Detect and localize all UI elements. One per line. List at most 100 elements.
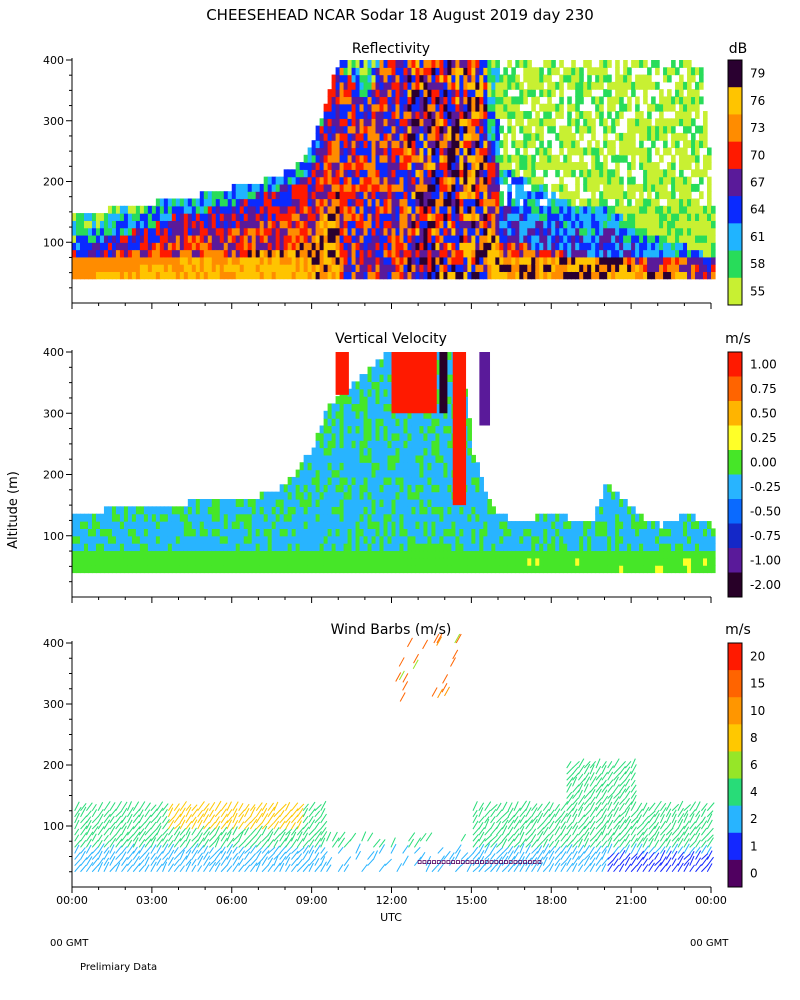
reflectivity-cell <box>547 162 552 170</box>
velocity-cell <box>195 513 201 522</box>
reflectivity-cell <box>511 198 516 207</box>
reflectivity-cell <box>647 242 652 251</box>
reflectivity-cell <box>355 271 361 280</box>
reflectivity-cell <box>539 125 544 134</box>
reflectivity-cell <box>323 169 329 178</box>
reflectivity-cell <box>203 191 209 200</box>
reflectivity-cell <box>295 191 301 200</box>
reflectivity-cell <box>143 242 149 251</box>
y-tick-label: 400 <box>43 54 64 67</box>
reflectivity-cell <box>99 213 105 221</box>
velocity-cell <box>247 557 253 566</box>
velocity-cell <box>415 535 421 544</box>
velocity-cell <box>359 447 365 456</box>
velocity-cell <box>443 543 449 552</box>
velocity-cell <box>267 543 273 552</box>
reflectivity-cell <box>355 118 361 127</box>
reflectivity-cell <box>527 227 532 236</box>
reflectivity-cell <box>243 242 249 251</box>
reflectivity-cell <box>611 227 616 236</box>
reflectivity-cell <box>531 132 536 141</box>
reflectivity-cell <box>75 213 81 221</box>
reflectivity-cell <box>687 205 692 214</box>
reflectivity-cell <box>359 132 365 141</box>
velocity-cell <box>72 557 77 566</box>
colorbar-swatch <box>728 277 742 306</box>
velocity-cell <box>311 550 317 559</box>
reflectivity-cell <box>335 132 341 141</box>
reflectivity-cell <box>311 154 317 163</box>
reflectivity-cell <box>451 118 456 127</box>
reflectivity-cell <box>419 89 425 98</box>
velocity-cell <box>403 521 409 529</box>
reflectivity-cell <box>435 60 441 68</box>
reflectivity-cell <box>291 213 297 221</box>
reflectivity-cell <box>651 256 656 265</box>
reflectivity-cell <box>419 183 425 192</box>
reflectivity-cell <box>559 242 564 251</box>
reflectivity-cell <box>315 205 321 214</box>
velocity-cell <box>443 432 449 441</box>
velocity-cell <box>79 557 85 566</box>
reflectivity-cell <box>539 234 544 243</box>
reflectivity-cell <box>247 242 253 251</box>
reflectivity-cell <box>203 205 209 214</box>
reflectivity-cell <box>275 220 281 229</box>
reflectivity-cell <box>283 249 289 258</box>
reflectivity-cell <box>603 198 608 207</box>
reflectivity-cell <box>483 227 488 236</box>
velocity-cell <box>439 521 445 529</box>
reflectivity-cell <box>431 74 437 83</box>
reflectivity-cell <box>531 118 536 127</box>
reflectivity-cell <box>495 271 500 280</box>
reflectivity-cell <box>407 111 413 119</box>
reflectivity-cell <box>683 220 688 229</box>
reflectivity-cell <box>315 154 321 163</box>
reflectivity-cell <box>423 264 429 273</box>
reflectivity-cell <box>327 198 333 207</box>
reflectivity-cell <box>495 96 500 105</box>
velocity-cell <box>275 550 281 559</box>
reflectivity-cell <box>447 96 453 105</box>
reflectivity-cell <box>619 154 624 163</box>
velocity-cell <box>147 521 153 529</box>
reflectivity-cell <box>499 220 504 229</box>
velocity-cell <box>411 410 417 419</box>
reflectivity-cell <box>455 176 460 185</box>
reflectivity-cell <box>167 213 173 221</box>
velocity-cell <box>311 565 317 574</box>
reflectivity-cell <box>523 242 528 251</box>
velocity-cell <box>355 484 361 493</box>
velocity-cell <box>375 359 381 368</box>
reflectivity-cell <box>75 234 81 243</box>
reflectivity-cell <box>527 132 532 141</box>
velocity-cell <box>391 432 397 441</box>
reflectivity-cell <box>647 213 652 221</box>
reflectivity-cell <box>487 147 492 156</box>
velocity-cell <box>347 535 353 544</box>
reflectivity-cell <box>607 227 612 236</box>
velocity-cell <box>323 543 329 552</box>
reflectivity-cell <box>459 67 464 76</box>
reflectivity-cell <box>463 271 468 280</box>
velocity-cell <box>379 462 385 471</box>
reflectivity-cell <box>663 220 668 229</box>
reflectivity-cell <box>515 198 520 207</box>
velocity-cell <box>87 528 93 537</box>
reflectivity-cell <box>619 249 624 258</box>
reflectivity-cell <box>375 140 381 149</box>
reflectivity-cell <box>383 74 389 83</box>
velocity-cell <box>215 528 221 537</box>
reflectivity-cell <box>427 89 433 98</box>
reflectivity-cell <box>287 264 293 273</box>
reflectivity-cell <box>687 140 692 149</box>
reflectivity-cell <box>663 140 668 149</box>
velocity-cell <box>311 535 317 544</box>
reflectivity-cell <box>283 169 289 178</box>
velocity-cell <box>383 550 389 559</box>
reflectivity-cell <box>623 154 628 163</box>
velocity-cell <box>431 557 437 566</box>
reflectivity-cell <box>447 198 453 207</box>
reflectivity-cell <box>347 169 353 178</box>
reflectivity-cell <box>335 198 341 207</box>
